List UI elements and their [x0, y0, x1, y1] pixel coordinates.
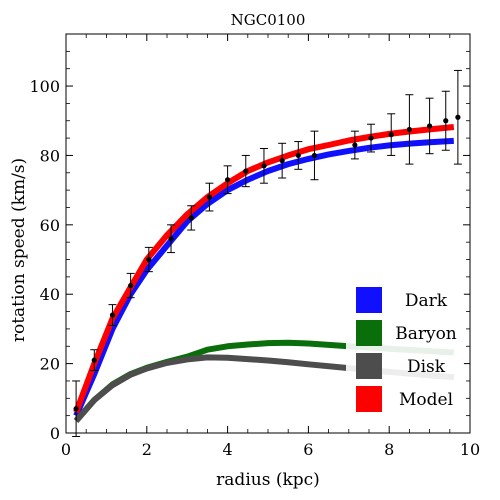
x-axis-label: radius (kpc) [216, 470, 320, 490]
data-point [128, 282, 134, 289]
data-point [443, 118, 449, 124]
legend-label-disk: Disk [407, 357, 446, 377]
data-point [406, 126, 412, 133]
data-point [455, 114, 461, 120]
data-point [388, 132, 394, 138]
legend-swatch-model [356, 386, 382, 412]
data-point [368, 135, 374, 141]
legend: Dark Baryon Disk Model [346, 278, 464, 416]
x-tick-label: 10 [460, 440, 480, 459]
x-tick-label: 2 [142, 440, 152, 459]
data-point [73, 406, 79, 412]
y-tick-label: 100 [29, 77, 60, 96]
legend-label-model: Model [399, 390, 453, 410]
data-point [279, 158, 285, 164]
data-point [91, 357, 97, 363]
legend-label-dark: Dark [405, 291, 448, 311]
data-point [427, 123, 433, 129]
y-tick-label: 60 [40, 216, 60, 235]
legend-swatch-disk [356, 353, 382, 379]
series-line-dark [73, 137, 454, 417]
x-tick-label: 6 [303, 440, 313, 459]
x-tick-label: 8 [384, 440, 394, 459]
y-tick-label: 0 [50, 424, 60, 443]
y-axis-label: rotation speed (km/s) [9, 158, 29, 342]
data-point [168, 236, 174, 242]
legend-label-baryon: Baryon [395, 324, 457, 344]
legend-swatch-dark [356, 287, 382, 313]
data-point [225, 177, 231, 183]
data-point [352, 142, 358, 148]
chart-title: NGC0100 [231, 11, 306, 29]
data-point [261, 163, 267, 169]
data-point [243, 168, 249, 174]
y-tick-label: 20 [40, 355, 60, 374]
x-tick-label: 0 [61, 440, 71, 459]
data-point [206, 194, 213, 200]
data-point [311, 152, 318, 159]
data-point [188, 215, 194, 221]
y-tick-label: 80 [40, 146, 60, 165]
data-point [109, 312, 116, 318]
x-tick-label: 4 [223, 440, 233, 459]
legend-swatch-baryon [356, 320, 382, 346]
y-tick-label: 40 [40, 285, 60, 304]
data-point [295, 152, 301, 159]
observed-data [72, 69, 462, 437]
series-line-model [73, 124, 455, 414]
data-point [146, 256, 152, 263]
